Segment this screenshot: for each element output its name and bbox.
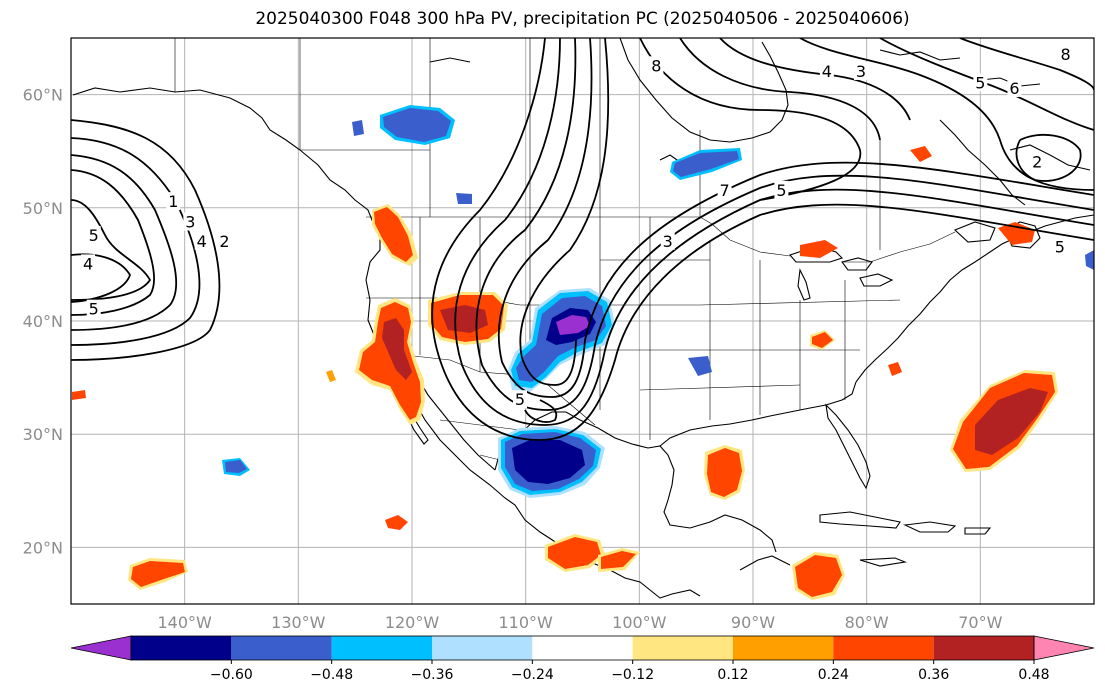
contour-label-9: 7	[719, 181, 729, 200]
colorbar-frame	[130, 635, 1035, 661]
colorbar-label-5: 0.12	[717, 667, 748, 683]
lon-label-7: 70°W	[958, 613, 1002, 632]
latitude-labels: 20°N 30°N 40°N 50°N 60°N	[23, 86, 63, 558]
lat-label-3: 50°N	[23, 199, 63, 218]
contour-label-bg-1	[166, 192, 181, 211]
lat-label-0: 20°N	[23, 538, 63, 557]
contour-label-4: 2	[219, 232, 229, 251]
colorbar-label-4: −0.12	[611, 667, 654, 683]
contour-label-bg-12	[819, 61, 834, 80]
colorbar-label-3: −0.24	[511, 667, 554, 683]
lon-label-4: 100°W	[612, 613, 667, 632]
colorbar: −0.60 −0.48 −0.36 −0.24 −0.12 0.12 0.24 0.36 0.4…	[70, 635, 1095, 683]
contour-label-bg-8	[649, 56, 664, 75]
contour-label-bg-10	[774, 180, 789, 199]
colorbar-label-8: 0.48	[1018, 667, 1049, 683]
contour-label-8: 8	[651, 56, 661, 75]
colorbar-box-0	[131, 636, 232, 660]
colorbar-box-7	[833, 636, 934, 660]
lon-label-6: 80°W	[845, 613, 889, 632]
contour-label-13: 3	[856, 62, 866, 81]
contour-label-12: 4	[822, 62, 832, 81]
contour-label-14: 5	[975, 73, 985, 92]
contour-label-bg-7	[512, 390, 527, 409]
colorbar-label-6: 0.24	[818, 667, 849, 683]
colorbar-box-3	[432, 636, 533, 660]
colorbar-label-2: −0.36	[411, 667, 454, 683]
coastlines	[72, 38, 1094, 599]
contour-label-bg-16	[1058, 44, 1073, 63]
lon-label-3: 110°W	[498, 613, 553, 632]
contour-label-2: 3	[185, 213, 195, 232]
contour-label-1: 1	[168, 192, 178, 211]
precipitation-anomaly-fills	[72, 105, 1094, 600]
contour-label-6: 5	[89, 300, 99, 319]
contour-label-0: 5	[89, 226, 99, 245]
contour-label-bg-2	[183, 212, 198, 231]
contour-label-bg-15	[1007, 78, 1022, 97]
contour-label-bg-5	[81, 254, 96, 273]
contour-label-bg-6	[86, 299, 101, 318]
colorbar-box-5	[632, 636, 733, 660]
colorbar-box-2	[331, 636, 432, 660]
contour-label-11: 3	[663, 232, 673, 251]
colorbar-label-1: −0.48	[310, 667, 353, 683]
contour-label-bg-9	[717, 180, 732, 199]
pv-contours	[71, 38, 1094, 441]
contour-label-bg-13	[853, 61, 868, 80]
contour-label-18: 5	[1055, 237, 1065, 256]
contour-label-bg-14	[973, 73, 988, 92]
longitude-labels: 140°W 130°W 120°W 110°W 100°W 90°W 80°W 70°W	[157, 613, 1002, 632]
map-title: 2025040300 F048 300 hPa PV, precipitatio…	[255, 9, 910, 29]
lon-label-2: 120°W	[385, 613, 440, 632]
colorbar-box-1	[231, 636, 332, 660]
contour-label-10: 5	[776, 181, 786, 200]
contour-label-bg-11	[660, 231, 675, 250]
contour-label-3: 4	[197, 232, 207, 251]
lon-label-0: 140°W	[157, 613, 212, 632]
colorbar-label-7: 0.36	[918, 667, 949, 683]
colorbar-box-8	[933, 636, 1034, 660]
contour-label-bg-0	[86, 226, 101, 245]
contour-label-7: 5	[515, 390, 525, 409]
contour-label-bg-17	[1030, 152, 1045, 171]
colorbar-label-0: −0.60	[210, 667, 253, 683]
contour-label-5: 4	[83, 254, 93, 273]
colorbar-extend-low	[70, 635, 132, 661]
contour-label-15: 6	[1009, 79, 1019, 98]
lon-label-1: 130°W	[271, 613, 326, 632]
contour-label-17: 2	[1032, 153, 1042, 172]
colorbar-extend-high	[1033, 635, 1095, 661]
colorbar-box-4	[532, 636, 633, 660]
colorbar-box-6	[733, 636, 834, 660]
contour-label-16: 8	[1060, 45, 1070, 64]
lat-label-4: 60°N	[23, 86, 63, 105]
contour-label-bg-18	[1052, 237, 1067, 256]
lat-label-1: 30°N	[23, 425, 63, 444]
lat-label-2: 40°N	[23, 312, 63, 331]
lon-label-5: 90°W	[731, 613, 775, 632]
contour-label-bg-3	[194, 231, 209, 250]
map-frame	[70, 37, 1095, 605]
contour-label-bg-4	[217, 231, 232, 250]
